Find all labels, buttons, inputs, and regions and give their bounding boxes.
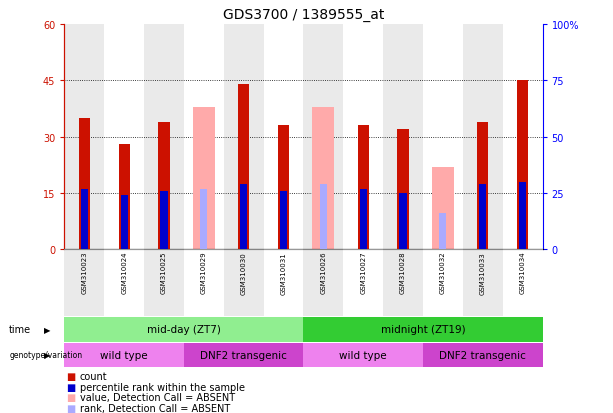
Text: GSM310024: GSM310024 xyxy=(121,251,127,294)
Bar xyxy=(463,25,503,250)
Bar xyxy=(184,25,224,250)
Bar xyxy=(224,250,264,316)
Bar xyxy=(432,167,454,250)
Text: GSM310023: GSM310023 xyxy=(82,251,87,294)
Bar xyxy=(121,196,128,250)
Bar xyxy=(278,126,289,250)
Bar xyxy=(158,122,170,250)
Bar xyxy=(503,25,543,250)
Bar xyxy=(64,250,104,316)
Bar xyxy=(383,25,423,250)
Text: GSM310028: GSM310028 xyxy=(400,251,406,294)
Text: GSM310029: GSM310029 xyxy=(201,251,207,294)
Text: GSM310030: GSM310030 xyxy=(241,251,246,294)
Text: wild type: wild type xyxy=(101,350,148,360)
Text: GSM310026: GSM310026 xyxy=(321,251,326,294)
Bar xyxy=(400,194,406,250)
Text: mid-day (ZT7): mid-day (ZT7) xyxy=(147,325,221,335)
Text: time: time xyxy=(9,325,31,335)
Bar xyxy=(343,250,383,316)
Text: wild type: wild type xyxy=(340,350,387,360)
Bar xyxy=(303,250,343,316)
Bar xyxy=(280,191,287,250)
Bar xyxy=(200,189,207,250)
Bar xyxy=(303,317,543,342)
Text: DNF2 transgenic: DNF2 transgenic xyxy=(440,350,526,360)
Bar xyxy=(423,25,463,250)
Bar xyxy=(161,191,167,250)
Bar xyxy=(78,119,90,250)
Title: GDS3700 / 1389555_at: GDS3700 / 1389555_at xyxy=(223,8,384,22)
Bar xyxy=(238,85,249,250)
Bar xyxy=(463,250,503,316)
Bar xyxy=(313,107,334,250)
Bar xyxy=(184,250,224,316)
Text: rank, Detection Call = ABSENT: rank, Detection Call = ABSENT xyxy=(80,403,230,413)
Bar xyxy=(64,317,303,342)
Bar xyxy=(264,25,303,250)
Bar xyxy=(423,343,543,367)
Text: GSM310033: GSM310033 xyxy=(480,251,485,294)
Text: GSM310031: GSM310031 xyxy=(281,251,286,294)
Bar xyxy=(104,25,144,250)
Bar xyxy=(397,130,409,250)
Text: genotype/variation: genotype/variation xyxy=(9,350,82,359)
Bar xyxy=(193,107,215,250)
Bar xyxy=(320,185,327,250)
Bar xyxy=(360,189,367,250)
Bar xyxy=(343,25,383,250)
Text: midnight (ZT19): midnight (ZT19) xyxy=(381,325,465,335)
Bar xyxy=(477,122,489,250)
Text: ■: ■ xyxy=(66,371,75,381)
Text: GSM310025: GSM310025 xyxy=(161,251,167,294)
Text: percentile rank within the sample: percentile rank within the sample xyxy=(80,382,245,392)
Bar xyxy=(64,25,104,250)
Text: ■: ■ xyxy=(66,392,75,402)
Bar xyxy=(517,81,528,250)
Bar xyxy=(383,250,423,316)
Text: GSM310034: GSM310034 xyxy=(520,251,525,294)
Text: ■: ■ xyxy=(66,403,75,413)
Bar xyxy=(264,250,303,316)
Text: ■: ■ xyxy=(66,382,75,392)
Bar xyxy=(240,185,247,250)
Bar xyxy=(303,25,343,250)
Bar xyxy=(423,250,463,316)
Bar xyxy=(440,214,446,250)
Text: DNF2 transgenic: DNF2 transgenic xyxy=(200,350,287,360)
Text: ▶: ▶ xyxy=(44,325,51,334)
Text: GSM310032: GSM310032 xyxy=(440,251,446,294)
Bar xyxy=(144,25,184,250)
Bar xyxy=(224,25,264,250)
Bar xyxy=(519,183,526,250)
Bar xyxy=(184,343,303,367)
Text: count: count xyxy=(80,371,107,381)
Bar xyxy=(64,343,184,367)
Bar xyxy=(144,250,184,316)
Bar xyxy=(104,250,144,316)
Bar xyxy=(303,343,423,367)
Bar xyxy=(503,250,543,316)
Text: GSM310027: GSM310027 xyxy=(360,251,366,294)
Bar xyxy=(479,185,486,250)
Bar xyxy=(357,126,369,250)
Bar xyxy=(118,145,130,250)
Text: ▶: ▶ xyxy=(44,350,51,359)
Bar xyxy=(81,189,88,250)
Text: value, Detection Call = ABSENT: value, Detection Call = ABSENT xyxy=(80,392,235,402)
